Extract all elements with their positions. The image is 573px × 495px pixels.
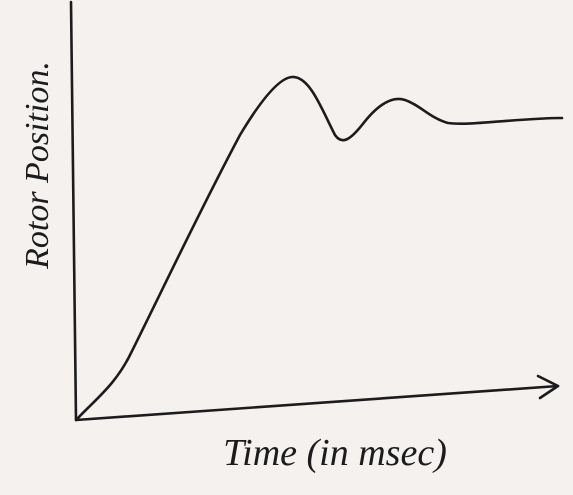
page: {"axes": {"y_label": "Rotor Position.", … xyxy=(0,0,573,495)
x-axis-label: Time (in msec) xyxy=(223,432,447,474)
y-axis-label: Rotor Position. xyxy=(19,61,56,270)
sketch: Rotor Position. Time (in msec) xyxy=(0,0,573,495)
paper xyxy=(0,0,573,495)
